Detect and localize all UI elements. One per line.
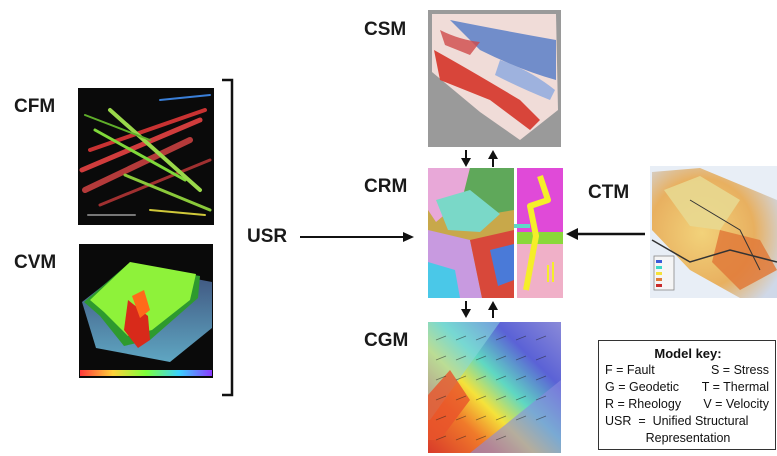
key-usr-line1: USR = Unified Structural [605, 414, 749, 428]
model-key-row: R = Rheology V = Velocity [605, 396, 771, 413]
csm-stress-model-image [428, 10, 561, 147]
crm-cgm-arrows [461, 301, 498, 318]
usr-label: USR [247, 226, 288, 247]
csm-crm-arrows [461, 150, 498, 167]
key-velocity: V = Velocity [703, 397, 769, 411]
key-thermal: T = Thermal [701, 380, 769, 394]
usr-to-crm-arrow [300, 232, 414, 242]
key-geodetic: G = Geodetic [605, 380, 679, 394]
model-key-title: Model key: [654, 346, 722, 361]
model-key-row: F = Fault S = Stress [605, 362, 771, 379]
cvm-velocity-model-image [79, 244, 213, 378]
csm-label: CSM [364, 19, 407, 40]
crm-label: CRM [364, 176, 408, 197]
model-key-row: G = Geodetic T = Thermal [605, 379, 771, 396]
ctm-thermal-model-image [650, 166, 777, 298]
cgm-label: CGM [364, 330, 409, 351]
cfm-label: CFM [14, 96, 56, 117]
models-bracket [222, 78, 234, 397]
cvm-label: CVM [14, 252, 57, 273]
model-key-box: Model key: F = Fault S = Stress G = Geod… [598, 340, 776, 450]
crm-rheology-model-image [428, 168, 563, 298]
key-stress: S = Stress [710, 363, 769, 377]
key-rheology: R = Rheology [605, 397, 682, 411]
cgm-geodetic-model-image [428, 322, 561, 453]
key-usr-line2: Representation [645, 431, 731, 445]
cfm-fault-model-image [78, 88, 214, 225]
key-fault: F = Fault [605, 363, 655, 377]
ctm-to-crm-arrow [566, 228, 645, 240]
ctm-label: CTM [588, 182, 630, 203]
